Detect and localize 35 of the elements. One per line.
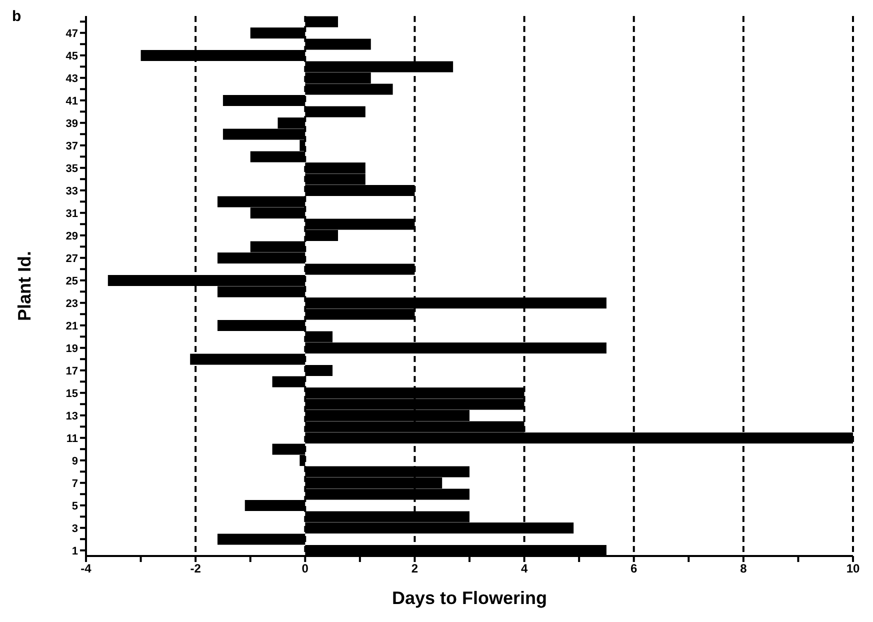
y-tick-label: 21 [66,320,78,332]
y-tick-label: 31 [66,208,78,220]
x-tick-label: -4 [80,562,92,576]
x-tick-label: 0 [302,562,309,576]
x-tick-label: 2 [411,562,418,576]
y-tick-label: 15 [66,388,78,400]
y-tick-label: 11 [66,432,78,445]
x-tick-label: 10 [846,562,860,576]
y-tick-label: 7 [72,478,78,490]
x-tick-label: 6 [630,562,638,576]
x-tick-label: -2 [190,562,202,576]
y-tick-label: 23 [66,298,78,310]
y-tick-label: 3 [72,522,78,535]
y-tick-label: 13 [66,410,78,422]
y-tick-label: 1 [72,545,78,558]
text: b [12,8,22,25]
y-tick-label: 29 [66,230,78,242]
y-tick-label: 45 [66,50,78,62]
x-tick-label: 4 [520,562,528,576]
y-tick-label: 27 [66,252,78,265]
y-tick-label: 43 [66,72,78,85]
y-tick-label: 9 [72,455,78,468]
y-tick-label: 35 [66,162,78,175]
y-tick-label: 47 [66,28,78,40]
y-tick-label: 5 [72,500,78,512]
y-tick-label: 17 [66,365,78,378]
y-tick-label: 25 [66,275,78,288]
y-axis-title: Plant Id. [14,250,34,322]
y-tick-label: 39 [66,118,78,130]
y-tick-label: 19 [66,342,78,355]
y-tick-label: 37 [66,140,78,152]
y-tick-label: 41 [66,95,78,108]
x-tick-label: 8 [740,562,748,576]
y-tick-label: 33 [66,185,78,198]
x-axis-title: Days to Flowering [392,588,548,608]
